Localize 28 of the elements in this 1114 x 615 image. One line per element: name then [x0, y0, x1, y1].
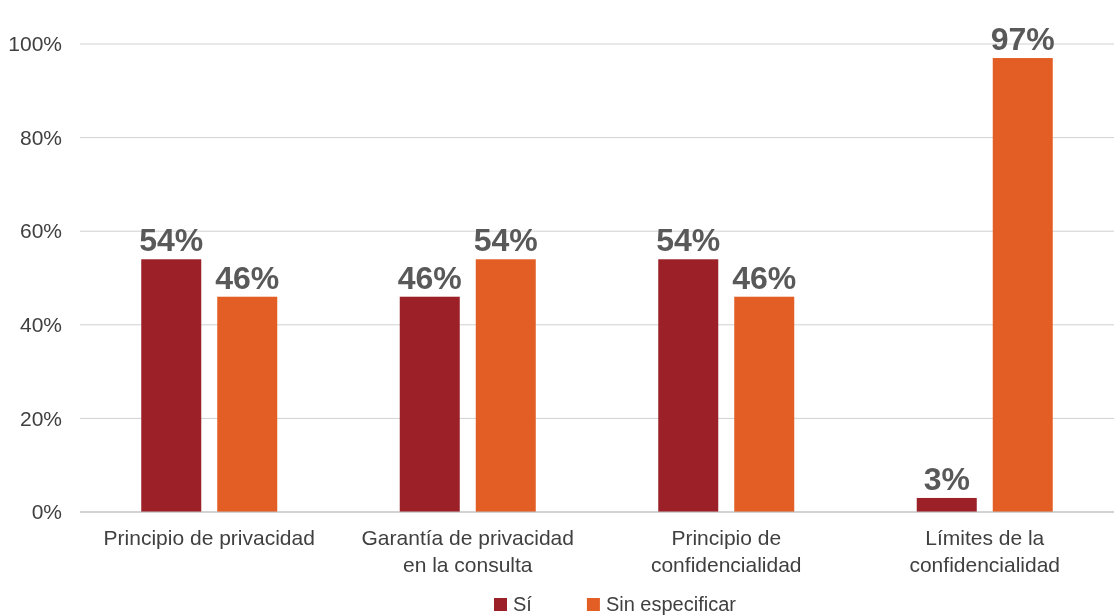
bar: [734, 296, 795, 512]
y-tick-label: 40%: [19, 313, 62, 337]
data-label: 46%: [215, 259, 280, 296]
bar: [916, 497, 977, 512]
y-tick-label: 0%: [31, 500, 62, 524]
y-tick-label: 20%: [19, 406, 62, 430]
x-tick-label: Principio de confidencialidad: [650, 526, 802, 576]
bar: [141, 259, 202, 512]
x-tick-label: Principio de privacidad: [103, 526, 315, 549]
data-label: 54%: [139, 222, 204, 259]
bar: [475, 259, 536, 512]
bar: [399, 296, 460, 512]
y-tick-label: 100%: [8, 32, 62, 56]
y-tick-label: 80%: [19, 125, 62, 149]
data-label: 97%: [990, 21, 1055, 58]
bar: [217, 296, 278, 512]
bar: [658, 259, 719, 512]
x-tick-label: Límites de la confidencialidad: [909, 526, 1061, 576]
y-tick-label: 60%: [19, 219, 62, 243]
legend-label: Sí: [513, 593, 533, 615]
data-label: 54%: [656, 222, 721, 259]
data-label: 46%: [732, 259, 797, 296]
legend-label: Sin especificar: [605, 593, 737, 615]
data-label: 46%: [397, 259, 462, 296]
data-label: 3%: [923, 460, 970, 497]
bar: [992, 58, 1053, 512]
data-label: 54%: [473, 222, 538, 259]
x-tick-label: Garantía de privacidad en la consulta: [361, 526, 574, 576]
